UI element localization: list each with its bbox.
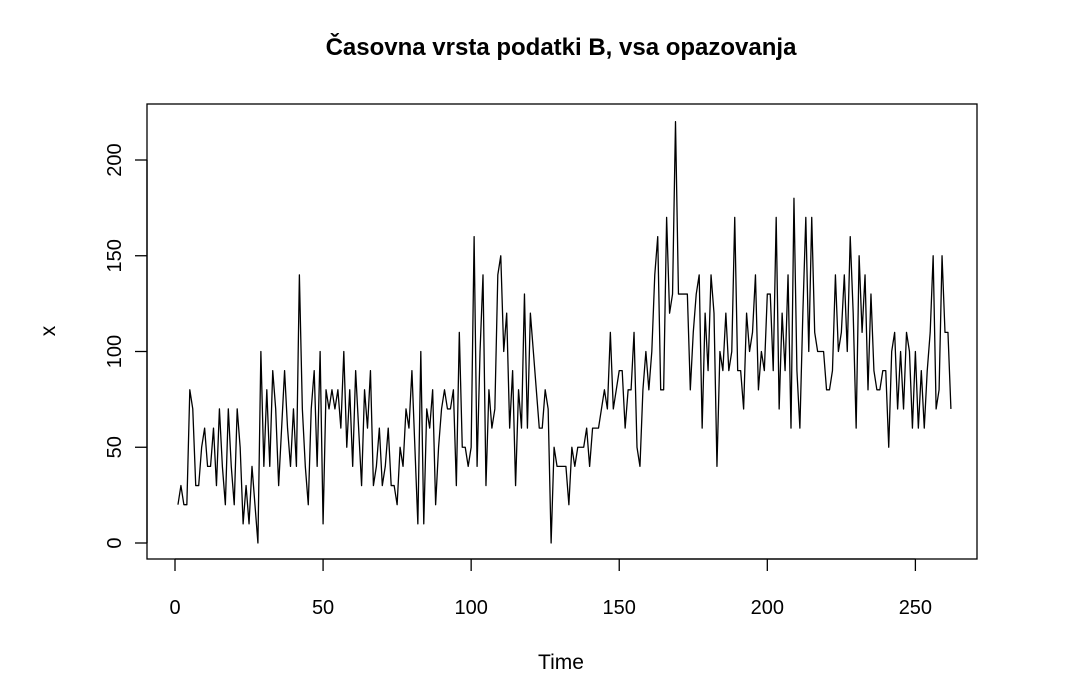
y-tick-label: 100 bbox=[104, 335, 126, 368]
y-tick-label: 200 bbox=[104, 143, 126, 176]
y-tick-label: 50 bbox=[104, 436, 126, 458]
plot-area-frame bbox=[146, 103, 978, 560]
chart-title: Časovna vrsta podatki B, vsa opazovanja bbox=[326, 33, 797, 61]
y-tick-label: 150 bbox=[104, 239, 126, 272]
x-axis-label: Time bbox=[538, 651, 584, 674]
x-tick-label: 250 bbox=[899, 597, 932, 619]
y-tick-label: 0 bbox=[104, 537, 126, 548]
x-tick-label: 200 bbox=[751, 597, 784, 619]
x-tick-label: 100 bbox=[454, 597, 487, 619]
x-tick-label: 0 bbox=[169, 597, 180, 619]
series-line bbox=[177, 121, 952, 544]
y-axis-label: x bbox=[37, 325, 60, 336]
series-layer bbox=[177, 121, 952, 544]
x-axis: 0 50 100 150 200 250 bbox=[169, 558, 932, 619]
y-axis: 0 50 100 150 200 bbox=[104, 143, 148, 549]
x-tick-label: 150 bbox=[603, 597, 636, 619]
x-tick-label: 50 bbox=[312, 597, 334, 619]
